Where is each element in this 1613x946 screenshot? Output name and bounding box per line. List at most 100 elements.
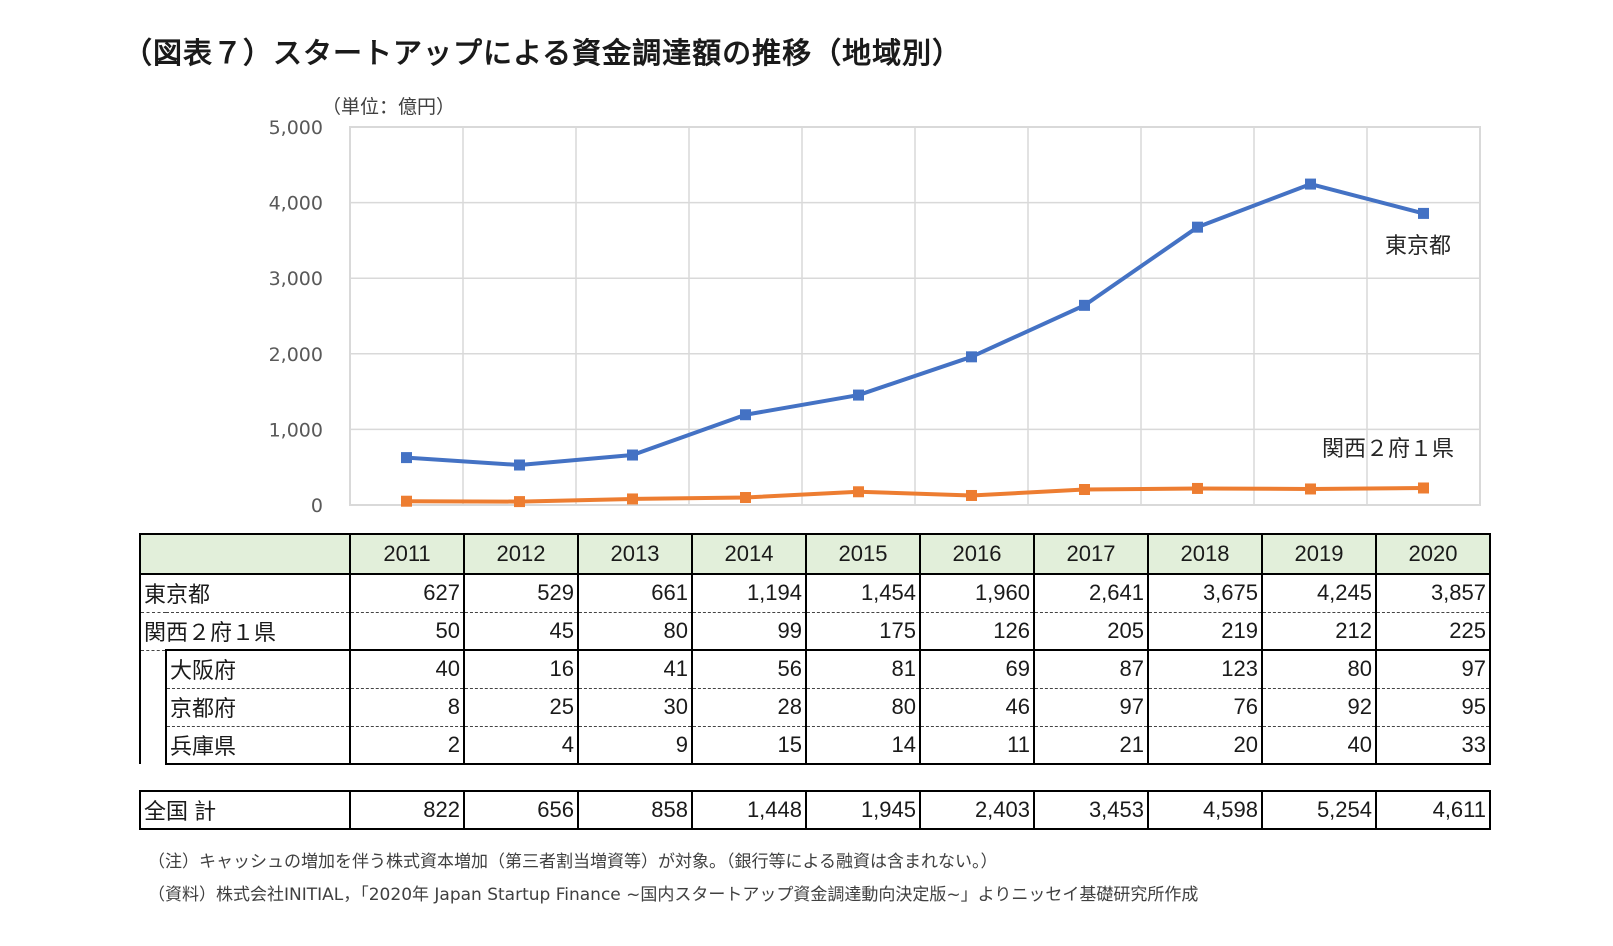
- table-cell: 1,945: [805, 790, 921, 830]
- series-1-point: [740, 492, 751, 504]
- table-cell: 20: [1147, 726, 1263, 765]
- table-cell: 225: [1375, 612, 1491, 651]
- table-cell: 1,454: [805, 574, 921, 613]
- row-label: 大阪府: [165, 649, 351, 689]
- table-cell: 50: [349, 612, 465, 651]
- table-cell: 4,245: [1261, 574, 1377, 613]
- table-cell: 21: [1033, 726, 1149, 765]
- series-label-kansai: 関西２府１県: [1322, 437, 1454, 462]
- table-cell: 858: [577, 790, 693, 830]
- table-cell: 28: [691, 688, 807, 727]
- series-0-point: [1418, 207, 1429, 219]
- series-0-point: [514, 459, 525, 471]
- table-cell: 46: [919, 688, 1035, 727]
- table-cell: 11: [919, 726, 1035, 765]
- series-label-tokyo: 東京都: [1385, 234, 1451, 259]
- table-cell: 175: [805, 612, 921, 651]
- y-axis-ticks: 0 1,000 2,000 3,000 4,000 5,000: [269, 117, 323, 517]
- table-cell: 87: [1033, 649, 1149, 689]
- table-cell: 2: [349, 726, 465, 765]
- table-cell: 4,598: [1147, 790, 1263, 830]
- table-cell: 123: [1147, 649, 1263, 689]
- table-cell: 16: [463, 649, 579, 689]
- series-1-point: [853, 486, 864, 498]
- series-1-point: [627, 493, 638, 505]
- indent-spacer: [139, 650, 167, 764]
- series-1-point: [1418, 482, 1429, 494]
- year-header: 2014: [691, 533, 807, 575]
- y-tick-label: 3,000: [269, 268, 323, 290]
- table-cell: 3,675: [1147, 574, 1263, 613]
- header-corner: [139, 533, 351, 575]
- table-cell: 33: [1375, 726, 1491, 765]
- series-1-point: [1079, 484, 1090, 496]
- year-header: 2015: [805, 533, 921, 575]
- year-header: 2019: [1261, 533, 1377, 575]
- series-1-point: [1305, 483, 1316, 495]
- series-0-point: [966, 351, 977, 363]
- table-row-hyogo: 兵庫県 2 4 9 15 14 11 21 20 40 33: [140, 726, 1491, 765]
- table-cell: 126: [919, 612, 1035, 651]
- table-cell: 9: [577, 726, 693, 765]
- table-cell: 2,403: [919, 790, 1035, 830]
- row-label: 関西２府１県: [139, 612, 351, 651]
- table-cell: 5,254: [1261, 790, 1377, 830]
- table-cell: 1,194: [691, 574, 807, 613]
- table-cell: 15: [691, 726, 807, 765]
- total-table: 全国 計 822 656 858 1,448 1,945 2,403 3,453…: [139, 790, 1491, 830]
- table-cell: 529: [463, 574, 579, 613]
- series-1-point: [514, 496, 525, 508]
- table-cell: 25: [463, 688, 579, 727]
- table-row-osaka: 大阪府 40 16 41 56 81 69 87 123 80 97: [139, 649, 1491, 764]
- table-cell: 822: [349, 790, 465, 830]
- table-cell: 656: [463, 790, 579, 830]
- table-cell: 14: [805, 726, 921, 765]
- footnote: （注）キャッシュの増加を伴う株式資本増加（第三者割当増資等）が対象。（銀行等によ…: [148, 852, 998, 872]
- y-tick-label: 1,000: [269, 419, 323, 441]
- table-cell: 4,611: [1375, 790, 1491, 830]
- series-0-point: [627, 449, 638, 461]
- table-cell: 92: [1261, 688, 1377, 727]
- chart-series: [401, 178, 1429, 508]
- unit-label: （単位：億円）: [322, 96, 455, 118]
- table-cell: 40: [1261, 726, 1377, 765]
- year-header: 2012: [463, 533, 579, 575]
- table-cell: 81: [805, 649, 921, 689]
- series-1-point: [966, 489, 977, 501]
- year-header: 2011: [349, 533, 465, 575]
- table-cell: 99: [691, 612, 807, 651]
- table-row-kyoto: 京都府 8 25 30 28 80 46 97 76 92 95: [140, 688, 1491, 727]
- row-label: 京都府: [165, 688, 351, 727]
- year-header: 2020: [1375, 533, 1491, 575]
- table-cell: 205: [1033, 612, 1149, 651]
- y-tick-label: 0: [311, 495, 323, 517]
- chart-grid: [349, 126, 1481, 506]
- table-cell: 8: [349, 688, 465, 727]
- line-chart: 0 1,000 2,000 3,000 4,000 5,000 （単位：億円） 東京都 関…: [269, 96, 1481, 517]
- series-0-point: [401, 452, 412, 464]
- table-row-tokyo: 東京都 627 529 661 1,194 1,454 1,960 2,641 …: [139, 574, 1491, 613]
- series-line-1: [406, 485, 1424, 504]
- table-cell: 212: [1261, 612, 1377, 651]
- year-header: 2013: [577, 533, 693, 575]
- table-cell: 661: [577, 574, 693, 613]
- page-title: （図表７）スタートアップによる資金調達額の推移（地域別）: [123, 36, 963, 70]
- table-row-kansai: 関西２府１県 50 45 80 99 175 126 205 219 212 2…: [139, 612, 1491, 651]
- table-cell: 80: [805, 688, 921, 727]
- y-tick-label: 4,000: [269, 193, 323, 215]
- series-0-point: [1192, 221, 1203, 233]
- year-header: 2017: [1033, 533, 1149, 575]
- table-cell: 80: [1261, 649, 1377, 689]
- series-0-point: [740, 409, 751, 421]
- table-cell: 1,960: [919, 574, 1035, 613]
- table-cell: 3,453: [1033, 790, 1149, 830]
- table-cell: 627: [349, 574, 465, 613]
- table-cell: 80: [577, 612, 693, 651]
- series-1-point: [1192, 482, 1203, 494]
- table-cell: 41: [577, 649, 693, 689]
- table-cell: 30: [577, 688, 693, 727]
- year-header: 2018: [1147, 533, 1263, 575]
- table-header-row: 2011 2012 2013 2014 2015 2016 2017 2018 …: [139, 533, 1491, 575]
- row-label: 全国 計: [139, 790, 351, 830]
- table-cell: 56: [691, 649, 807, 689]
